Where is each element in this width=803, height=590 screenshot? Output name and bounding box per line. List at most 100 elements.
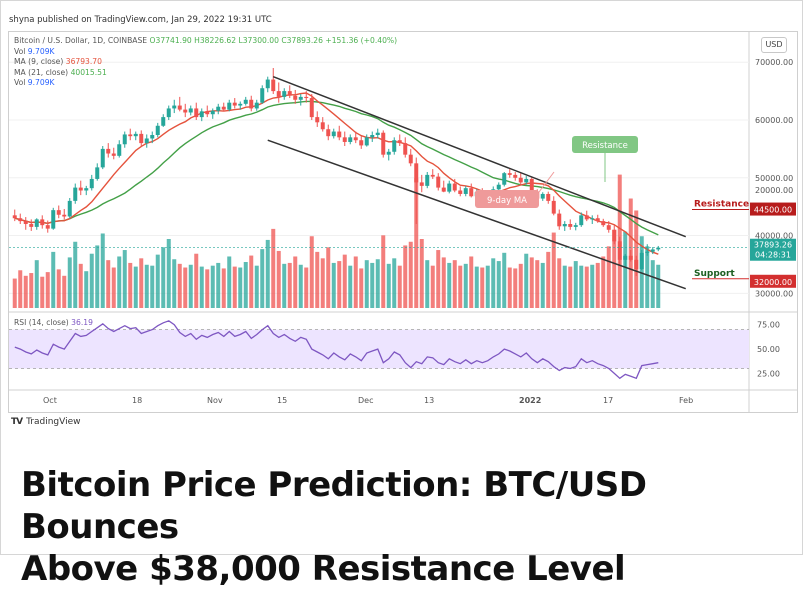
volume-bar — [188, 264, 193, 308]
volume-bar — [518, 263, 523, 308]
rsi-line — [14, 320, 659, 380]
candle — [243, 96, 248, 106]
ma-callout-box — [475, 190, 539, 208]
candle — [348, 134, 353, 145]
candle-body — [95, 167, 100, 179]
legend-ma21-label: MA (21, close) — [14, 67, 69, 77]
volume-bar — [194, 253, 199, 308]
candle — [595, 214, 600, 223]
volume-bar — [364, 260, 369, 308]
candle — [188, 105, 193, 116]
candle — [210, 108, 215, 119]
volume-bar — [243, 262, 248, 308]
volume-bar — [546, 251, 551, 308]
candle-body — [205, 111, 210, 115]
candle-body — [557, 213, 562, 227]
publisher-line: shyna published on TradingView.com, Jan … — [9, 15, 272, 25]
candle — [84, 185, 89, 196]
currency-button[interactable]: USD — [761, 37, 787, 53]
candle-body — [419, 182, 424, 186]
chart-canvas[interactable]: 30000.00 40000.00 50000.00 60000.00 70000.00… — [9, 32, 797, 412]
volume-bar — [205, 269, 210, 308]
candle — [73, 183, 78, 204]
candle-body — [656, 247, 661, 250]
candle-body — [612, 229, 617, 242]
candle-body — [359, 140, 364, 146]
legend-symbol: Bitcoin / U.S. Dollar, 1D, COINBASE — [14, 36, 148, 45]
candle — [408, 148, 413, 167]
volume-bar — [40, 276, 45, 308]
volume-bar — [348, 265, 353, 308]
volume-bar — [199, 266, 204, 308]
candle — [425, 172, 430, 189]
candle — [144, 134, 149, 148]
time-tick-label: 15 — [277, 396, 287, 405]
candle-body — [78, 187, 83, 191]
candle-body — [436, 176, 441, 188]
candle — [51, 207, 56, 230]
candle — [579, 212, 584, 227]
resistance-callout-text: Resistance — [582, 141, 628, 151]
candle-body — [496, 184, 501, 190]
volume-bar — [568, 266, 573, 308]
volume-bar — [337, 261, 342, 308]
volume-bar — [56, 269, 61, 308]
article-headline: Bitcoin Price Prediction: BTC/USD Bounce… — [21, 464, 791, 590]
candle — [34, 218, 39, 230]
tradingview-brand[interactable]: TV TradingView — [11, 417, 81, 427]
candle-body — [579, 215, 584, 226]
candle-body — [166, 108, 171, 118]
legend-vol2-row: Vol 9.709K — [14, 78, 397, 89]
legend-ma9-value: 36793.70 — [65, 57, 102, 67]
candle — [540, 192, 545, 201]
volume-bar — [62, 275, 67, 308]
candle-body — [309, 98, 314, 118]
candle — [656, 245, 661, 252]
candle — [381, 130, 386, 158]
candle — [502, 172, 507, 187]
candle-body — [210, 110, 215, 115]
volume-bar — [315, 251, 320, 308]
candle — [40, 215, 45, 229]
volume-bar — [359, 268, 364, 308]
candle-body — [128, 134, 133, 137]
candle — [194, 102, 199, 120]
candle-body — [238, 103, 243, 106]
tradingview-logo-icon: TV — [11, 417, 23, 427]
volume-bar — [276, 250, 281, 308]
candle-body — [568, 224, 573, 227]
volume-bar — [601, 256, 606, 308]
candle — [95, 163, 100, 181]
last-price-value: 37893.26 — [754, 241, 792, 250]
candle-body — [254, 102, 259, 109]
candle — [205, 105, 210, 118]
candle — [183, 103, 188, 118]
tradingview-chart[interactable]: 30000.00 40000.00 50000.00 60000.00 70000.00… — [8, 31, 798, 413]
volume-bar — [51, 251, 56, 308]
candle-body — [529, 178, 534, 192]
candle — [177, 96, 182, 112]
candle — [122, 131, 127, 148]
legend-vol2-label: Vol — [14, 78, 26, 88]
chart-legend: Bitcoin / U.S. Dollar, 1D, COINBASE O377… — [14, 36, 397, 89]
candle-body — [282, 91, 287, 97]
volume-bar — [172, 259, 177, 308]
legend-ma9-label: MA (9, close) — [14, 57, 64, 67]
ma-callout-text: 9-day MA — [487, 196, 527, 206]
candle — [634, 255, 639, 276]
time-tick-label: Feb — [679, 396, 693, 405]
rsi-band — [9, 329, 749, 369]
volume-bar — [524, 253, 529, 308]
candle — [370, 131, 375, 142]
candle-body — [639, 252, 644, 270]
candle-body — [243, 99, 248, 104]
candle — [238, 101, 243, 110]
resistance-level-value: 44500.00 — [754, 206, 792, 215]
volume-bar — [227, 256, 232, 308]
volume-bar — [139, 258, 144, 308]
candle-body — [84, 188, 89, 191]
volume-bar — [562, 265, 567, 308]
time-tick-label: Nov — [207, 396, 223, 405]
candle-body — [375, 132, 380, 136]
support-level-value: 32000.00 — [754, 278, 792, 287]
